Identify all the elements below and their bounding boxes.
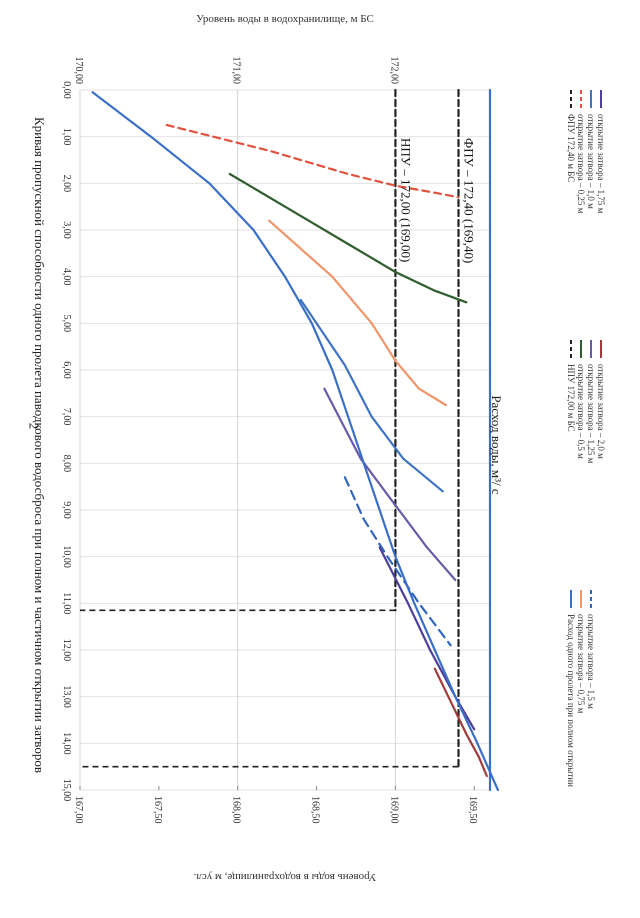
x-tick-label: 11,00 (61, 592, 72, 614)
x-tick-label: 1,00 (61, 128, 72, 146)
y-axis-right-label: Уровень воды в водохранилище, м усл. (193, 871, 376, 883)
legend-label-3: открытие затвора – 0,25 м (576, 114, 586, 214)
series-line-2 (165, 123, 460, 199)
legend-label-10: открытие затвора – 2,0 м (596, 364, 606, 459)
legend-label-2: Расход одного пролета при полном открыти… (566, 614, 576, 787)
x-tick-label: 14,00 (61, 732, 72, 755)
y-left-tick-label: 170,00 (73, 57, 84, 85)
x-tick-label: 5,00 (61, 315, 72, 333)
x-tick-label: 13,00 (61, 685, 72, 708)
y-right-tick-label: 168,50 (310, 796, 321, 824)
series-line-3 (228, 172, 468, 304)
legend-label-6: открытие затвора – 1,0 м (586, 114, 596, 209)
legend: ФПУ 172,40 м БС открытие затвора – 0,25 м… (566, 90, 606, 787)
x-tick-label: 7,00 (61, 408, 72, 426)
x-tick-label: 4,00 (61, 268, 72, 286)
y-axis-left-label: Уровень воды в водохранилище, м БС (196, 13, 374, 25)
plot-frame (79, 89, 491, 791)
x-axis-label: Расход воды, м³/ с (489, 395, 504, 495)
y-right-tick-label: 169,50 (467, 796, 478, 824)
series-line-9 (433, 667, 488, 778)
x-tick-label: 6,00 (61, 361, 72, 379)
x-tick-label: 12,00 (61, 639, 72, 662)
legend-label-0: ФПУ 172,40 м БС (566, 114, 576, 182)
x-tick-label: 10,00 (61, 545, 72, 568)
legend-label-8: открытие затвора – 1,5 м (586, 614, 596, 709)
series-line-10 (91, 91, 499, 792)
y-right-tick-label: 167,00 (73, 796, 84, 824)
y-left-tick-label: 171,00 (231, 57, 242, 85)
plot-area: 0,00 1,00 2,00 3,00 4,00 5,00 6,00 7,00 8,00 9,00… (61, 57, 499, 824)
series-line-4 (268, 219, 447, 407)
series-line-7 (343, 476, 452, 647)
legend-label-4: открытие затвора – 0,5 м (576, 364, 586, 459)
chart-title: Кривая пропускной способности одного про… (32, 117, 47, 773)
legend-label-5: открытие затвора – 0,75 м (576, 614, 586, 714)
legend-label-1: НПУ 172,00 м БС (566, 364, 576, 432)
y-right-tick-label: 168,00 (231, 796, 242, 824)
fpu-annotation: ФПУ – 172,40 (169,40) (461, 138, 476, 263)
y-right-tick-label: 167,50 (152, 796, 163, 824)
x-tick-label: 15,00 (61, 779, 72, 802)
legend-label-7: открытие затвора – 1,25 м (586, 364, 596, 464)
series-line-8 (378, 546, 476, 731)
legend-label-9: открытие затвора – 1,75 м (596, 114, 606, 214)
y-right-tick-label: 169,00 (388, 796, 399, 824)
y-left-tick-label: 172,00 (388, 57, 399, 85)
x-tick-label: 3,00 (61, 221, 72, 239)
x-tick-label: 8,00 (61, 455, 72, 473)
series-line-5 (299, 298, 444, 493)
npu-annotation: НПУ – 172,00 (169,00) (398, 138, 413, 262)
x-tick-label: 0,00 (61, 81, 72, 99)
x-tick-label: 9,00 (61, 501, 72, 519)
x-tick-label: 2,00 (61, 175, 72, 193)
series-line-6 (323, 387, 457, 582)
